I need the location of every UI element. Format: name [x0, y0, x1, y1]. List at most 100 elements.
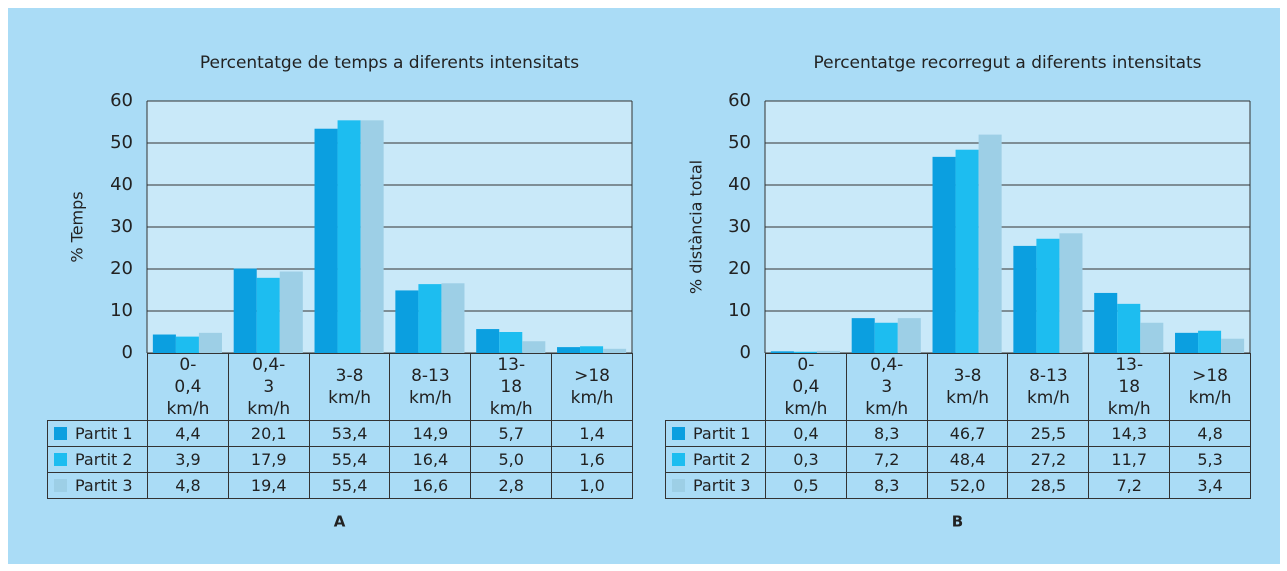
- bar: [1198, 330, 1222, 353]
- legend-swatch: [54, 479, 67, 492]
- y-tick-label: 50: [728, 132, 751, 153]
- data-label: 25,5: [1007, 420, 1090, 447]
- legend-swatch: [54, 427, 67, 440]
- category-cell: 13-18 km/h: [1088, 353, 1171, 421]
- bar: [1221, 338, 1245, 353]
- data-label: 0,3: [765, 446, 847, 473]
- y-tick-label: 20: [110, 258, 133, 279]
- category-cell: 0,4-3 km/h: [845, 353, 928, 421]
- data-label: 11,7: [1088, 446, 1171, 473]
- bar: [793, 351, 817, 353]
- data-label: 1,0: [551, 472, 633, 499]
- x-tick-label: 0,4-3 km/h: [865, 355, 909, 419]
- data-label: 4,8: [147, 472, 229, 499]
- data-table: 0-0,4 km/h 0,4-3 km/h 3-8 km/h 8-13 km/h 13-…: [665, 353, 1251, 499]
- chart-title: Percentatge recorregut a diferents inten…: [813, 53, 1201, 73]
- data-label: 48,4: [926, 446, 1009, 473]
- data-label: 16,6: [389, 472, 472, 499]
- legend-entry: Partit 2: [47, 446, 148, 473]
- bar: [580, 346, 604, 353]
- y-tick-label: 60: [728, 90, 751, 111]
- y-tick-label: 10: [110, 300, 133, 321]
- bar: [198, 332, 222, 353]
- data-label: 8,3: [845, 472, 928, 499]
- legend-label: Partit 2: [693, 450, 751, 469]
- legend-label: Partit 3: [693, 476, 751, 495]
- bar: [279, 271, 303, 353]
- x-tick-label: 8-13 km/h: [1026, 366, 1070, 408]
- data-label: 7,2: [845, 446, 928, 473]
- data-label: 19,4: [227, 472, 310, 499]
- category-cell: >18 km/h: [551, 353, 633, 421]
- y-tick-label: 50: [110, 132, 133, 153]
- legend-entry: Partit 3: [47, 472, 148, 499]
- data-label: 5,0: [470, 446, 553, 473]
- legend-label: Partit 1: [75, 424, 133, 443]
- bar: [395, 290, 419, 353]
- data-label: 3,9: [147, 446, 229, 473]
- legend-label: Partit 2: [75, 450, 133, 469]
- series-row: Partit 3 0,5 8,3 52,0 28,5 7,2 3,4: [665, 472, 1251, 499]
- data-label: 27,2: [1007, 446, 1090, 473]
- x-tick-label: 3-8 km/h: [946, 366, 990, 408]
- bar: [152, 334, 176, 353]
- bar: [932, 156, 956, 353]
- x-tick-label: 3-8 km/h: [328, 366, 372, 408]
- bar: [978, 134, 1002, 353]
- legend-entry: Partit 1: [47, 420, 148, 447]
- chart-title: Percentatge de temps a diferents intensi…: [200, 53, 579, 73]
- data-label: 5,7: [470, 420, 553, 447]
- legend-entry: Partit 1: [665, 420, 766, 447]
- data-label: 0,5: [765, 472, 847, 499]
- legend-swatch: [54, 453, 67, 466]
- legend-entry: Partit 3: [665, 472, 766, 499]
- category-cell: 0-0,4 km/h: [147, 353, 229, 421]
- category-cell: 0-0,4 km/h: [765, 353, 847, 421]
- bar: [175, 336, 199, 353]
- panel-label: A: [334, 513, 346, 531]
- bar: [233, 268, 257, 353]
- data-label: 2,8: [470, 472, 553, 499]
- data-table: 0-0,4 km/h 0,4-3 km/h 3-8 km/h 8-13 km/h 13-…: [47, 353, 633, 499]
- y-tick-label: 20: [728, 258, 751, 279]
- y-axis-title: % distància total: [687, 160, 706, 294]
- category-cell: >18 km/h: [1169, 353, 1251, 421]
- bar: [1036, 238, 1060, 353]
- bar: [874, 322, 898, 353]
- corner-cell: [665, 353, 766, 421]
- data-label: 55,4: [308, 446, 391, 473]
- y-tick-label: 0: [122, 342, 133, 363]
- bar: [337, 120, 361, 353]
- data-label: 53,4: [308, 420, 391, 447]
- data-label: 46,7: [926, 420, 1009, 447]
- x-tick-label: >18 km/h: [570, 366, 614, 408]
- data-label: 17,9: [227, 446, 310, 473]
- y-tick-label: 40: [110, 174, 133, 195]
- header-row: 0-0,4 km/h 0,4-3 km/h 3-8 km/h 8-13 km/h 13-…: [47, 353, 633, 421]
- legend-swatch: [672, 453, 685, 466]
- data-label: 52,0: [926, 472, 1009, 499]
- bar: [522, 341, 546, 353]
- data-label: 14,9: [389, 420, 472, 447]
- bar: [418, 284, 442, 353]
- bar: [851, 318, 875, 353]
- category-cell: 0,4-3 km/h: [227, 353, 310, 421]
- bar: [770, 351, 794, 353]
- category-cell: 8-13 km/h: [389, 353, 472, 421]
- y-tick-label: 40: [728, 174, 751, 195]
- category-cell: 8-13 km/h: [1007, 353, 1090, 421]
- series-row: Partit 3 4,8 19,4 55,4 16,6 2,8 1,0: [47, 472, 633, 499]
- bar: [1140, 322, 1164, 353]
- corner-cell: [47, 353, 148, 421]
- bar: [1059, 233, 1083, 353]
- data-label: 4,4: [147, 420, 229, 447]
- header-row: 0-0,4 km/h 0,4-3 km/h 3-8 km/h 8-13 km/h 13-…: [665, 353, 1251, 421]
- category-cell: 3-8 km/h: [926, 353, 1009, 421]
- category-cell: 13-18 km/h: [470, 353, 553, 421]
- data-label: 14,3: [1088, 420, 1171, 447]
- data-label: 1,6: [551, 446, 633, 473]
- x-tick-label: 0-0,4 km/h: [784, 355, 828, 419]
- y-tick-label: 30: [110, 216, 133, 237]
- bar: [557, 347, 581, 353]
